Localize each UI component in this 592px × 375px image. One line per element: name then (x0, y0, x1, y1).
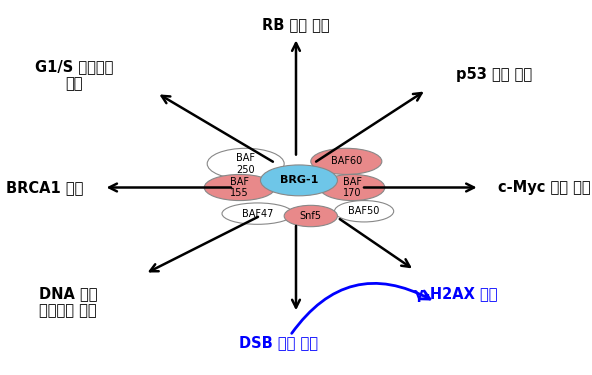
Ellipse shape (260, 165, 337, 196)
Text: p53 기능 조절: p53 기능 조절 (456, 68, 532, 82)
FancyArrowPatch shape (292, 284, 430, 333)
Ellipse shape (334, 201, 394, 222)
Text: c-Myc 발현 조절: c-Myc 발현 조절 (498, 180, 591, 195)
Text: RB 기능 조절: RB 기능 조절 (262, 17, 330, 32)
Ellipse shape (284, 206, 337, 227)
Text: G1/S 세포주기
조절: G1/S 세포주기 조절 (35, 59, 113, 91)
Text: DNA 손상
세포사멸 조절: DNA 손상 세포사멸 조절 (39, 286, 97, 318)
Text: BAF47: BAF47 (242, 209, 273, 219)
Ellipse shape (320, 174, 385, 201)
Text: BAF50: BAF50 (349, 206, 379, 216)
Ellipse shape (222, 203, 293, 224)
Text: BRCA1 결합: BRCA1 결합 (6, 180, 83, 195)
Text: Snf5: Snf5 (300, 211, 322, 221)
Text: BAF60: BAF60 (331, 156, 362, 166)
Text: γ-H2AX 조절: γ-H2AX 조절 (414, 287, 498, 302)
Text: BAF
155: BAF 155 (230, 177, 249, 198)
Text: BRG-1: BRG-1 (280, 176, 318, 185)
Text: BAF
250: BAF 250 (236, 153, 255, 174)
Ellipse shape (204, 174, 275, 201)
Ellipse shape (311, 148, 382, 174)
Text: DSB 복구 조절: DSB 복구 조절 (239, 336, 318, 351)
Text: BAF
170: BAF 170 (343, 177, 362, 198)
Ellipse shape (207, 148, 284, 179)
